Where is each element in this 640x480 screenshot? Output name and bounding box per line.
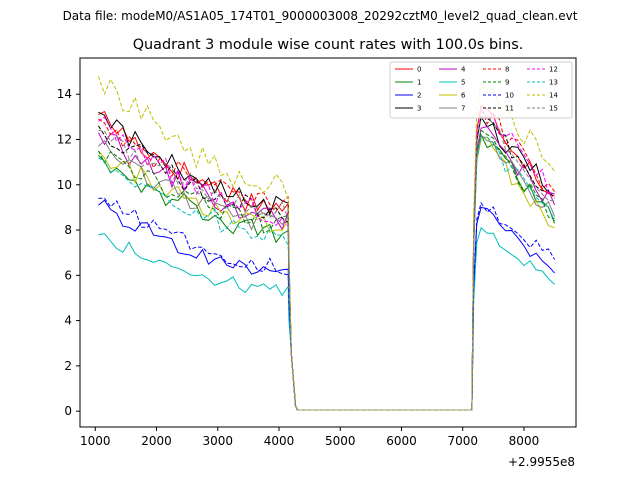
series-line-6 — [98, 136, 555, 411]
x-tick-label: 8000 — [509, 434, 540, 448]
legend-label-2: 2 — [417, 92, 421, 100]
legend-label-14: 14 — [549, 92, 558, 100]
plot-area-frame — [79, 57, 577, 428]
legend-label-1: 1 — [417, 79, 421, 87]
x-tick-label: 5000 — [325, 434, 356, 448]
series-layer — [97, 75, 556, 411]
legend-label-9: 9 — [505, 79, 509, 87]
legend-label-13: 13 — [549, 79, 558, 87]
series-line-0 — [98, 104, 555, 411]
axes-layer: 1000 2000 3000 4000 5000 6000 7000 8000 0 2 4 6 8 10 1… — [57, 87, 540, 448]
y-tick-label: 8 — [64, 223, 72, 237]
y-tick-label: 2 — [64, 359, 72, 373]
chart-title: Quadrant 3 module wise count rates with … — [133, 37, 524, 53]
series-line-2 — [98, 199, 555, 411]
x-offset-label: +2.9955e8 — [508, 455, 575, 469]
series-line-5 — [98, 226, 555, 411]
series-line-11 — [97, 116, 555, 411]
legend-label-6: 6 — [461, 92, 466, 100]
legend-label-11: 11 — [505, 105, 514, 113]
y-tick-label: 0 — [64, 404, 72, 418]
legend-frame — [389, 61, 573, 119]
legend-label-4: 4 — [461, 66, 466, 74]
y-tick-label: 10 — [57, 178, 72, 192]
legend-label-3: 3 — [417, 105, 421, 113]
legend-label-8: 8 — [505, 66, 509, 74]
x-tick-label: 7000 — [447, 434, 478, 448]
y-tick-label: 4 — [64, 314, 72, 328]
x-tick-label: 3000 — [203, 434, 234, 448]
legend-label-12: 12 — [549, 66, 558, 74]
y-tick-label: 14 — [57, 87, 72, 101]
x-tick-label: 1000 — [80, 434, 111, 448]
legend-label-7: 7 — [461, 105, 465, 113]
series-line-13 — [98, 136, 556, 411]
series-line-12 — [98, 106, 555, 411]
legend-label-0: 0 — [417, 66, 421, 74]
legend-label-10: 10 — [505, 92, 514, 100]
x-tick-label: 6000 — [386, 434, 417, 448]
x-tick-label: 2000 — [141, 434, 172, 448]
y-tick-label: 6 — [64, 268, 72, 282]
x-tick-label: 4000 — [264, 434, 295, 448]
chart-suptitle: Data file: modeM0/AS1A05_174T01_90000030… — [63, 9, 578, 23]
series-line-4 — [97, 125, 556, 411]
legend-label-5: 5 — [461, 79, 465, 87]
y-tick-label: 12 — [57, 132, 72, 146]
legend-label-15: 15 — [549, 105, 558, 113]
